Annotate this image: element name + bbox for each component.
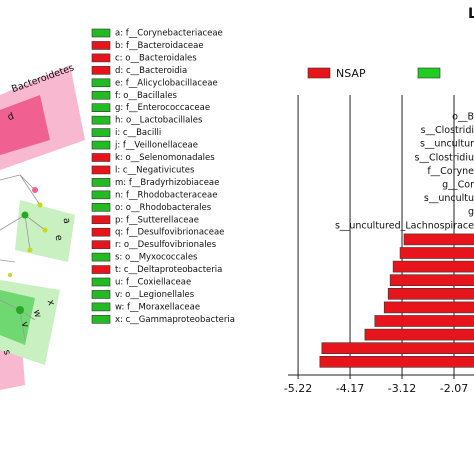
legend-swatch (91, 265, 111, 274)
bar-label: s__uncultu (424, 193, 474, 204)
legend-swatch (91, 215, 111, 225)
legend-swatch (91, 153, 111, 162)
cladogram: Bacteroidetes d e a x w v s (0, 62, 85, 390)
legend-swatch (91, 190, 111, 200)
clade-label: e (53, 234, 65, 242)
legend-swatch (91, 252, 111, 262)
legend-text: n: f__Rhodobacteraceae (115, 190, 217, 200)
clade-label: d (6, 111, 15, 123)
node (42, 227, 48, 233)
x-tick-label: -4.17 (336, 382, 364, 395)
legend-text: j: f__Veillonellaceae (114, 141, 198, 151)
bar-label: o__B (452, 112, 474, 123)
legend-text: l: c__Negativicutes (115, 165, 195, 175)
node (27, 247, 33, 253)
legend-swatch (91, 128, 111, 137)
legend-text: b: f__Bacteroidaceae (115, 41, 204, 51)
legend-swatch (91, 240, 111, 249)
legend-text: NSAP (336, 67, 366, 80)
legend-swatch (91, 28, 111, 38)
legend-text: c: o__Bacteroidales (115, 53, 197, 63)
clade-sector (0, 95, 50, 155)
node (8, 273, 12, 277)
legend-text: a: f__Corynebacteriaceae (115, 29, 223, 39)
legend-swatch (91, 115, 111, 125)
bar (364, 328, 474, 341)
legend-text: x: c__Gammaproteobacteria (115, 315, 235, 325)
legend-text: r: o__Desulfovibrionales (115, 240, 217, 250)
x-tick-label: -5.22 (284, 382, 312, 395)
clade-label: a (61, 217, 73, 225)
bar (387, 287, 474, 300)
bar (374, 315, 474, 327)
legend-swatch (91, 178, 111, 187)
bar-label: g__Cor (442, 180, 474, 191)
bar (319, 355, 474, 368)
bar-label: s__uncultured_Lachnospirace (335, 220, 474, 231)
legend-swatch (91, 90, 111, 100)
legend-swatch (91, 66, 111, 75)
legend-swatch (91, 302, 111, 312)
bar-label: f__Coryne (427, 166, 474, 177)
legend-text: k: o__Selenomonadales (115, 153, 215, 163)
node (37, 202, 43, 208)
bar (321, 342, 474, 355)
bar (392, 260, 474, 273)
x-tick-label: -3.12 (388, 382, 416, 395)
legend-text: g: f__Enterococcaceae (115, 103, 210, 113)
legend-text: q: f__Desulfovibrionaceae (115, 228, 224, 238)
legend-text: m: f__Bradyrhizobiaceae (115, 178, 219, 188)
legend-swatch (91, 103, 111, 112)
clade-sector (0, 290, 35, 345)
legend-text: w: f__Moraxellaceae (115, 302, 200, 312)
node (16, 306, 24, 314)
legend-swatch (91, 41, 111, 50)
legend-text: i: c__Bacilli (115, 128, 161, 138)
legend-swatch (91, 53, 111, 63)
legend-swatch (91, 290, 111, 299)
clade-nodes (8, 187, 48, 314)
legend-swatch (91, 203, 111, 212)
clade-label: v (19, 321, 31, 330)
bar (403, 233, 474, 246)
legend-text: d: c__Bacteroidia (115, 66, 187, 76)
legend-text: u: f__Coxiellaceae (115, 278, 191, 288)
legend-swatch (91, 227, 111, 237)
legend-text: f: o__Bacillales (115, 91, 178, 101)
legend-swatch (307, 67, 331, 79)
legend-text: p: f__Sutterellaceae (115, 215, 199, 225)
legend-swatch (91, 315, 111, 324)
bar (399, 247, 474, 259)
legend-text: s: o__Myxococcales (115, 253, 198, 263)
legend-swatch (91, 165, 111, 175)
bar-label: s__Clostridiu (415, 152, 474, 163)
legend-swatch (91, 140, 111, 150)
bar (383, 301, 474, 314)
clade-label: w (31, 309, 44, 320)
bar-label: s__uncultur (420, 139, 474, 150)
chart-title: L (468, 6, 474, 22)
clade-label: s (1, 349, 13, 357)
x-tick-label: -2.07 (440, 382, 468, 395)
legend-text: e: f__Alicyclobacillaceae (115, 78, 218, 88)
legend-text: h: o__Lactobacillales (115, 116, 203, 126)
node (21, 211, 29, 219)
legend-text: t: c__Deltaproteobacteria (115, 265, 222, 275)
legend-swatch (417, 67, 441, 79)
bar (389, 274, 474, 287)
bar-label: s__Clostridi (421, 125, 474, 136)
clade-label: x (45, 299, 57, 308)
legend-swatch (91, 78, 111, 88)
legend-text: o: o__Rhodobacterales (115, 203, 212, 213)
legend-text: v: o__Legionellales (115, 290, 195, 300)
bar-label: g (468, 207, 474, 218)
legend-swatch (91, 277, 111, 287)
node (32, 187, 38, 193)
